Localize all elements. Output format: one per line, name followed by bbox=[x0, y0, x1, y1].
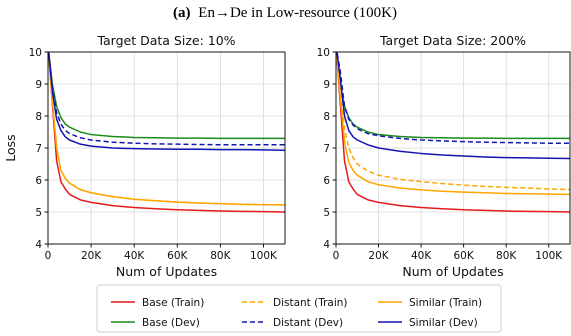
series-line-distant-train bbox=[336, 52, 570, 191]
y-axis-label: Loss bbox=[3, 134, 18, 161]
x-tick-label: 60K bbox=[167, 250, 188, 262]
series-line-distant-dev bbox=[48, 52, 285, 146]
y-tick-label: 9 bbox=[323, 79, 330, 91]
y-tick-label: 5 bbox=[35, 207, 42, 219]
y-tick-label: 5 bbox=[323, 207, 330, 219]
legend-label: Distant (Train) bbox=[273, 297, 348, 309]
series-line-similar-train bbox=[336, 52, 570, 196]
y-tick-label: 4 bbox=[323, 239, 330, 251]
series-line-base-train bbox=[336, 52, 570, 213]
chart-panel-left: 4 5 6 7 8 9 10 0 20K 40K 60K 80K 100K Target Data Siz… bbox=[3, 33, 286, 279]
x-tick-label: 20K bbox=[81, 250, 102, 262]
figure-caption-text: En→De in Low-resource (100K) bbox=[198, 5, 397, 21]
y-tick-label: 8 bbox=[35, 111, 42, 123]
series-line-similar-dev bbox=[336, 52, 570, 160]
x-tick-label: 40K bbox=[124, 250, 145, 262]
series-line-similar-train bbox=[48, 52, 285, 206]
series-line-base-train bbox=[48, 52, 285, 213]
y-tick-label: 10 bbox=[317, 47, 330, 59]
chart-title: Target Data Size: 10% bbox=[96, 33, 235, 48]
x-tick-label: 80K bbox=[496, 250, 517, 262]
legend-label: Similar (Train) bbox=[409, 297, 482, 309]
y-tick-label: 7 bbox=[35, 143, 42, 155]
x-tick-label: 40K bbox=[411, 250, 432, 262]
x-tick-label: 100K bbox=[250, 250, 278, 262]
series-line-base-dev bbox=[48, 52, 285, 140]
x-tick-label: 60K bbox=[454, 250, 475, 262]
legend-label: Base (Dev) bbox=[142, 317, 200, 329]
y-tick-label: 10 bbox=[29, 47, 42, 59]
legend-label: Distant (Dev) bbox=[273, 317, 343, 329]
x-tick-label: 0 bbox=[45, 250, 52, 262]
y-tick-label: 6 bbox=[323, 175, 330, 187]
y-tick-label: 9 bbox=[35, 79, 42, 91]
y-tick-label: 8 bbox=[323, 111, 330, 123]
series-line-distant-train bbox=[48, 52, 285, 206]
x-axis-label: Num of Updates bbox=[402, 264, 503, 279]
chart-title: Target Data Size: 200% bbox=[379, 33, 526, 48]
figure-caption: (a) En→De in Low-resource (100K) bbox=[173, 5, 397, 21]
chart-panel-right: 4 5 6 7 8 9 10 0 20K 40K 60K 80K 100K Target Data Siz… bbox=[317, 33, 571, 279]
figure-caption-label: (a) bbox=[173, 5, 191, 21]
y-tick-label: 4 bbox=[35, 239, 42, 251]
x-tick-label: 0 bbox=[333, 250, 340, 262]
series-line-similar-dev bbox=[48, 52, 285, 151]
legend-label: Similar (Dev) bbox=[409, 317, 478, 329]
x-tick-label: 80K bbox=[210, 250, 231, 262]
x-tick-label: 100K bbox=[535, 250, 563, 262]
legend-frame bbox=[96, 284, 502, 333]
series-line-distant-dev bbox=[336, 52, 570, 144]
x-axis-label: Num of Updates bbox=[116, 264, 217, 279]
legend: Base (Train) Distant (Train) Similar (Trai… bbox=[96, 284, 502, 333]
x-tick-label: 20K bbox=[368, 250, 389, 262]
legend-label: Base (Train) bbox=[142, 297, 204, 309]
series-line-base-dev bbox=[336, 52, 570, 140]
y-tick-label: 6 bbox=[35, 175, 42, 187]
y-tick-label: 7 bbox=[323, 143, 330, 155]
